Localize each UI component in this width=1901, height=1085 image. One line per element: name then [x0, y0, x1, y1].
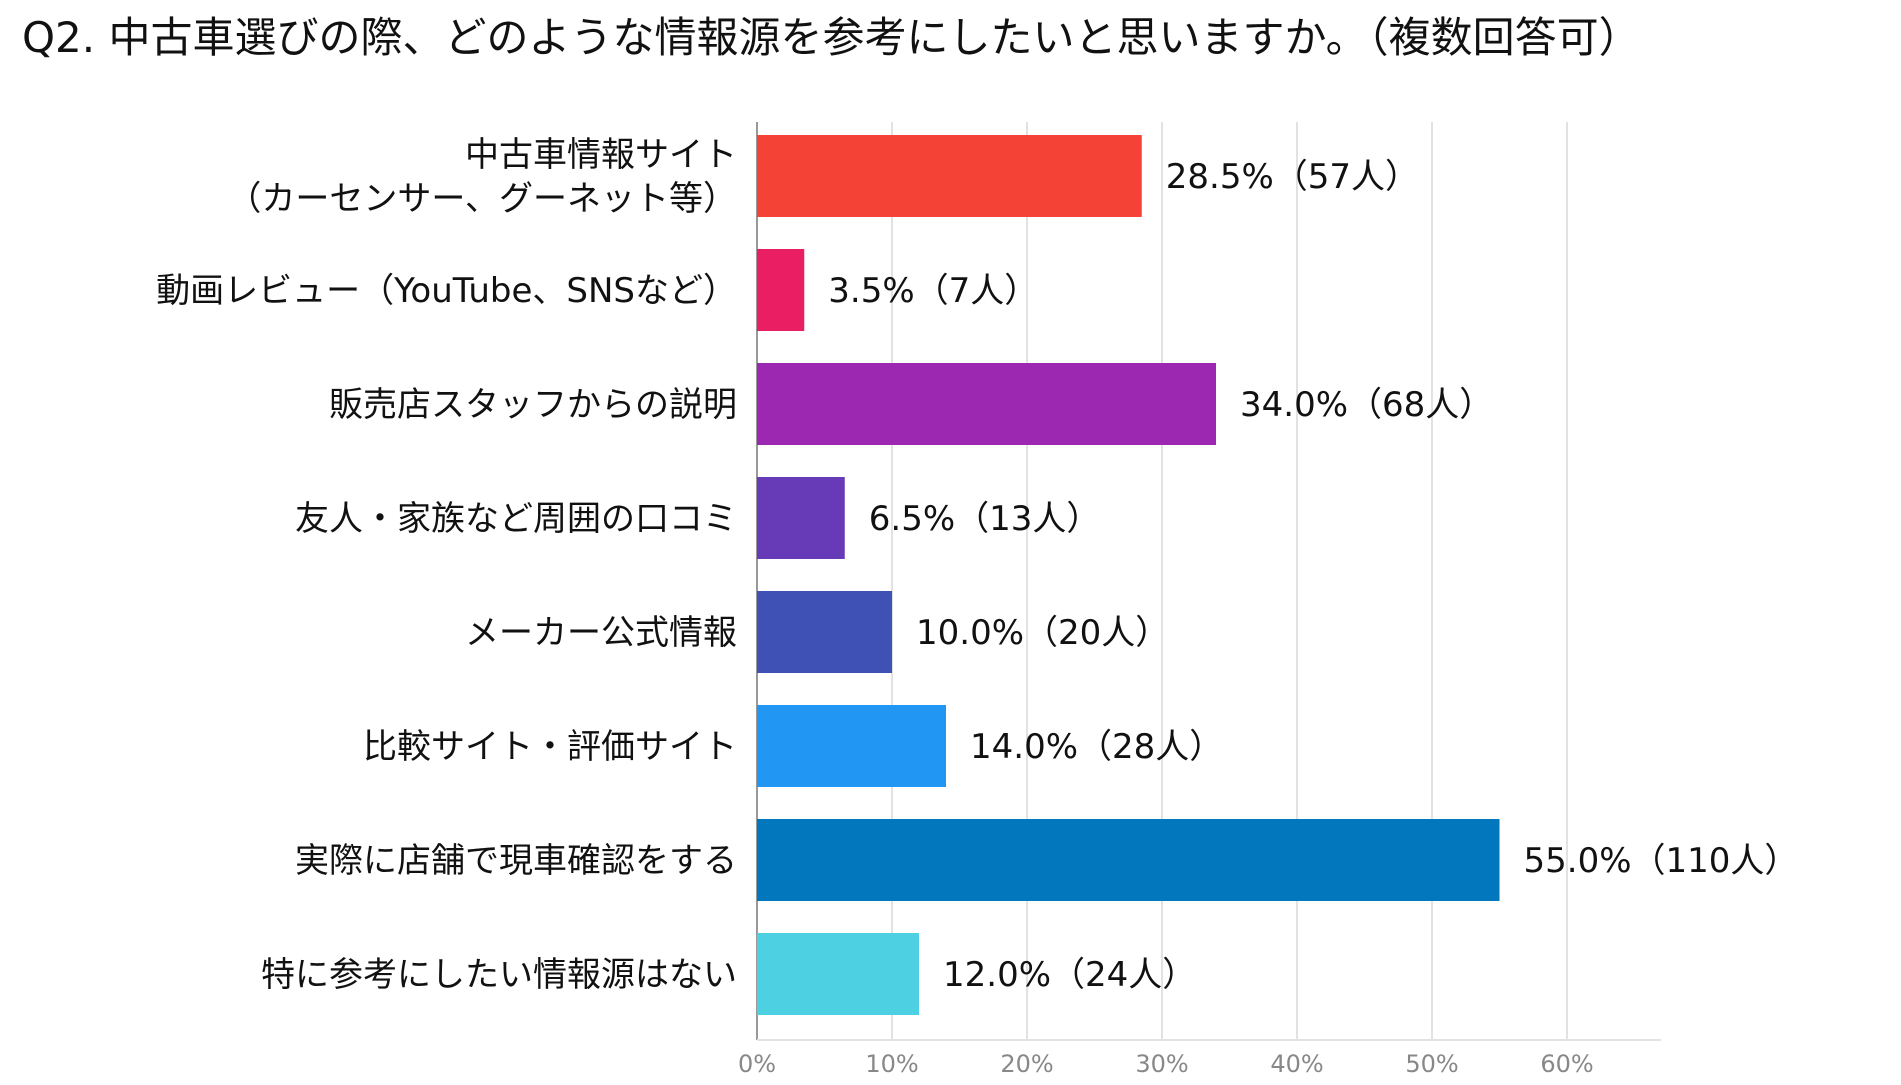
category-label: 友人・家族など周囲の口コミ — [295, 499, 737, 539]
bar — [757, 591, 892, 673]
category-label: 中古車情報サイト — [465, 135, 737, 175]
x-tick-label: 20% — [1000, 1050, 1053, 1078]
bar — [757, 819, 1500, 901]
bar — [757, 477, 845, 559]
x-tick-label: 10% — [865, 1050, 918, 1078]
x-tick-label: 40% — [1270, 1050, 1323, 1078]
data-label: 14.0%（28人） — [970, 727, 1223, 767]
grid-lines — [756, 122, 1661, 1041]
data-label: 10.0%（20人） — [916, 613, 1169, 653]
x-axis-ticks: 0% 10% 20% 30% 40% 50% 60% — [738, 1050, 1594, 1078]
category-label: 特に参考にしたい情報源はない — [261, 955, 737, 995]
x-tick-label: 60% — [1540, 1050, 1593, 1078]
bar — [757, 249, 805, 331]
data-label: 28.5%（57人） — [1166, 157, 1419, 197]
x-tick-label: 0% — [738, 1050, 776, 1078]
bar — [757, 933, 919, 1015]
data-label: 55.0%（110人） — [1524, 841, 1799, 881]
chart-title: Q2. 中古車選びの際、どのような情報源を参考にしたいと思いますか。（複数回答可… — [22, 13, 1641, 62]
category-label: 販売店スタッフからの説明 — [329, 385, 737, 425]
category-label: 動画レビュー（YouTube、SNSなど） — [156, 271, 737, 311]
data-labels: 28.5%（57人） 3.5%（7人） 34.0%（68人） 6.5%（13人） 10.… — [828, 157, 1798, 995]
data-label: 6.5%（13人） — [869, 499, 1101, 539]
data-label: 3.5%（7人） — [828, 271, 1038, 311]
bars — [757, 135, 1500, 1015]
bar — [757, 135, 1142, 217]
x-tick-label: 50% — [1405, 1050, 1458, 1078]
category-labels: 中古車情報サイト（カーセンサー、グーネット等） 動画レビュー（YouTube、SN… — [156, 135, 737, 995]
category-label: 実際に店舗で現車確認をする — [295, 841, 737, 881]
x-tick-label: 30% — [1135, 1050, 1188, 1078]
bar — [757, 705, 946, 787]
data-label: 12.0%（24人） — [943, 955, 1196, 995]
category-label: 比較サイト・評価サイト — [363, 727, 737, 767]
category-label: メーカー公式情報 — [465, 613, 737, 653]
data-label: 34.0%（68人） — [1240, 385, 1493, 425]
bar — [757, 363, 1216, 445]
category-label: （カーセンサー、グーネット等） — [227, 179, 737, 219]
